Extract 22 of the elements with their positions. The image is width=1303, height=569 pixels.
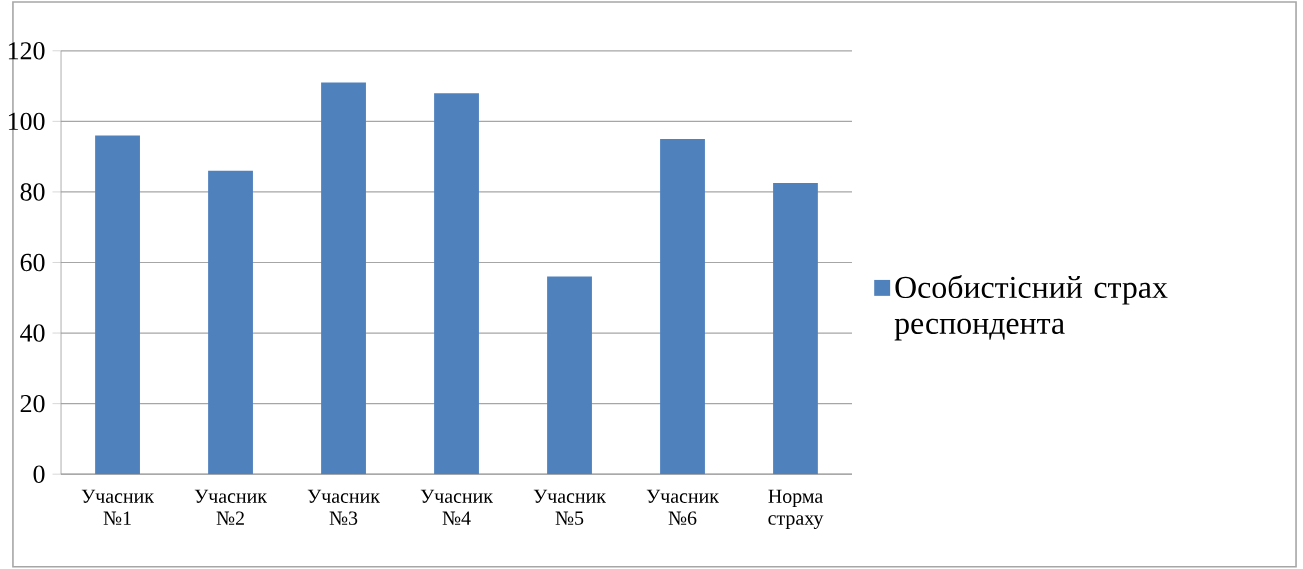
x-tick-label: Норма страху	[768, 489, 824, 530]
y-tick-label: 40	[20, 324, 45, 342]
y-tick-label: 20	[20, 394, 45, 413]
x-tick-label: Учасник №6	[646, 489, 719, 525]
y-tick-label: 60	[20, 253, 45, 272]
bar	[434, 93, 479, 475]
x-tick-label: Учасник №1	[81, 489, 154, 525]
legend-label: Особистісний страх респондента	[894, 275, 1168, 341]
bar	[547, 276, 592, 475]
bar	[95, 135, 140, 475]
x-tick-label: Учасник №3	[307, 489, 380, 525]
x-tick-label: Учасник №5	[533, 489, 606, 525]
y-tick-label: 100	[8, 112, 45, 131]
bar	[208, 170, 253, 475]
y-tick-label: 0	[33, 465, 45, 484]
y-tick-label: 120	[8, 42, 45, 60]
x-tick-label: Учасник №4	[420, 489, 493, 525]
bar	[321, 82, 366, 475]
y-tick-label: 80	[20, 183, 45, 201]
bar	[660, 139, 705, 475]
x-tick-label: Учасник №2	[194, 489, 267, 525]
bar	[773, 183, 818, 475]
